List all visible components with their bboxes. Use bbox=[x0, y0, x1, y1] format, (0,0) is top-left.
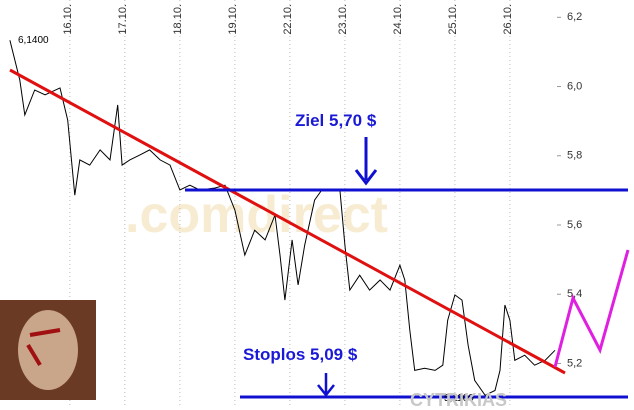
grid: 16.10. 17.10. 18.10. 19.10. 22.10. 23.10. 24.1… bbox=[62, 0, 582, 405]
avatar-mark bbox=[26, 328, 61, 367]
low-price: 5,1100 bbox=[444, 393, 474, 404]
x-tick-label: 25.10. bbox=[447, 4, 459, 35]
x-tick-label: 16.10. bbox=[62, 4, 74, 35]
signature: CYTRIKIAS bbox=[410, 390, 507, 410]
x-tick-label: 24.10. bbox=[392, 4, 404, 35]
y-tick-label: 5,8 bbox=[567, 150, 582, 162]
target-arrow bbox=[354, 137, 378, 186]
avatar bbox=[0, 300, 96, 400]
x-tick-label: 23.10. bbox=[337, 4, 349, 35]
watermark: .comdirect bbox=[125, 186, 388, 244]
y-tick-label: 6,0 bbox=[567, 80, 582, 92]
start-price: 6,1400 bbox=[18, 35, 49, 46]
plot bbox=[9, 40, 556, 396]
y-tick-label: 6,2 bbox=[567, 11, 582, 23]
y-tick-label: 5,4 bbox=[567, 288, 582, 300]
x-tick-label: 22.10. bbox=[282, 4, 294, 35]
x-tick-label: 18.10. bbox=[172, 4, 184, 35]
forecast-line bbox=[553, 249, 630, 368]
x-tick-label: 26.10. bbox=[502, 4, 514, 35]
stop-arrow bbox=[317, 373, 335, 398]
y-tick-label: 5,6 bbox=[567, 219, 582, 231]
x-tick-label: 17.10. bbox=[117, 4, 129, 35]
stop-label: Stoplos 5,09 $ bbox=[243, 345, 358, 364]
trend-line bbox=[9, 68, 566, 375]
price-line bbox=[9, 40, 556, 396]
x-tick-label: 19.10. bbox=[227, 4, 239, 35]
avatar-face bbox=[18, 310, 78, 390]
target-label: Ziel 5,70 $ bbox=[295, 111, 377, 130]
y-tick-label: 5,2 bbox=[567, 357, 582, 369]
